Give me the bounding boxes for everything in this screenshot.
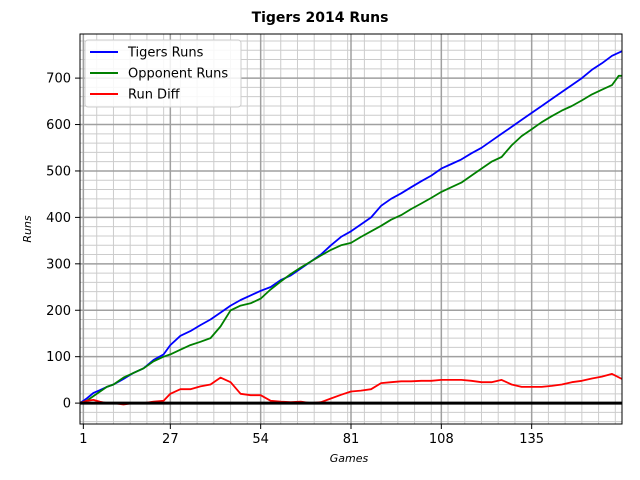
y-tick-label: 500 — [46, 164, 71, 179]
series-line-0 — [79, 50, 623, 404]
x-axis-ticks: 1 27 54 81 108 135 — [79, 424, 544, 447]
x-axis-label: Games — [330, 452, 369, 465]
y-tick-label: 400 — [46, 211, 71, 226]
x-tick-label: 135 — [519, 432, 544, 447]
x-tick-label: 108 — [429, 432, 454, 447]
x-tick-label: 27 — [162, 432, 179, 447]
series-layer — [79, 50, 623, 406]
series-line-2 — [79, 372, 623, 406]
x-tick-label: 54 — [252, 432, 269, 447]
y-tick-label: 200 — [46, 304, 71, 319]
y-tick-label: 600 — [46, 118, 71, 133]
x-tick-label: 81 — [343, 432, 360, 447]
y-axis-ticks: 0 100 200 300 400 500 600 700 — [46, 72, 80, 412]
legend-box — [84, 39, 242, 108]
legend-label: Opponent Runs — [128, 67, 228, 82]
legend: Tigers Runs Opponent Runs Run Diff — [84, 39, 242, 108]
x-tick-label: 1 — [79, 432, 87, 447]
chart-title: Tigers 2014 Runs — [252, 10, 389, 26]
legend-label: Run Diff — [128, 88, 181, 103]
series-line-1 — [79, 74, 622, 404]
y-axis-label: Runs — [21, 215, 34, 243]
y-tick-label: 0 — [63, 397, 71, 412]
y-tick-label: 300 — [46, 257, 71, 272]
y-tick-label: 100 — [46, 350, 71, 365]
y-tick-label: 700 — [46, 72, 71, 87]
legend-label: Tigers Runs — [127, 46, 204, 61]
